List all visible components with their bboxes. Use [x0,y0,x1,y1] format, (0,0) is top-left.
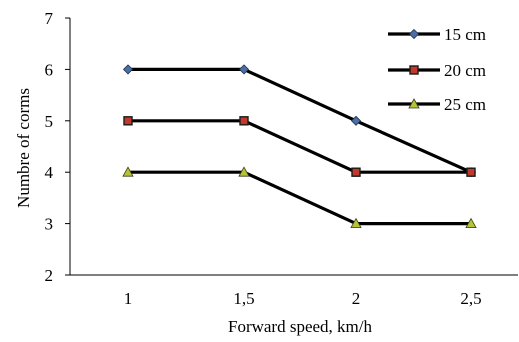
y-tick-labels: 2 3 4 5 6 7 [45,9,54,285]
series-3-point [122,166,134,177]
series-1-point [122,64,134,75]
axes [65,17,518,276]
series-markers [122,64,477,229]
series-3-point [350,217,362,229]
y-tick-label: 2 [45,266,54,285]
legend-label-3: 25 cm [444,95,486,114]
y-tick-label: 7 [45,9,54,28]
x-tick-labels: 1 1,5 2 2,5 [124,289,482,308]
series-2-point [123,116,133,126]
legend: 15 cm 20 cm 25 cm [388,25,486,114]
y-tick-label: 6 [45,60,54,79]
series-3-point [238,166,250,177]
y-tick-label: 4 [45,163,54,182]
series-2-point [351,167,361,177]
x-tick-label: 1,5 [233,289,254,308]
y-tick-label: 3 [45,215,54,234]
y-axis-title: Numbre of corms [14,88,33,208]
legend-label-1: 15 cm [444,25,486,44]
series-1-point [238,64,250,75]
x-tick-label: 2 [352,289,361,308]
legend-label-2: 20 cm [444,61,486,80]
series-line-2 [128,119,471,174]
x-tick-label: 2,5 [460,289,481,308]
series-2-point [466,167,476,177]
x-axis-title: Forward speed, km/h [228,317,373,336]
legend-marker-1 [408,28,420,40]
x-tick-label: 1 [124,289,133,308]
series-lines [128,67,472,226]
series-line-1 [128,67,472,174]
series-2-point [239,116,249,126]
series-1-point [350,115,362,126]
series-3-point [465,217,477,229]
series-line-3 [128,170,471,226]
y-tick-label: 5 [45,112,54,131]
legend-marker-2 [409,65,419,75]
legend-marker-3 [408,98,420,109]
